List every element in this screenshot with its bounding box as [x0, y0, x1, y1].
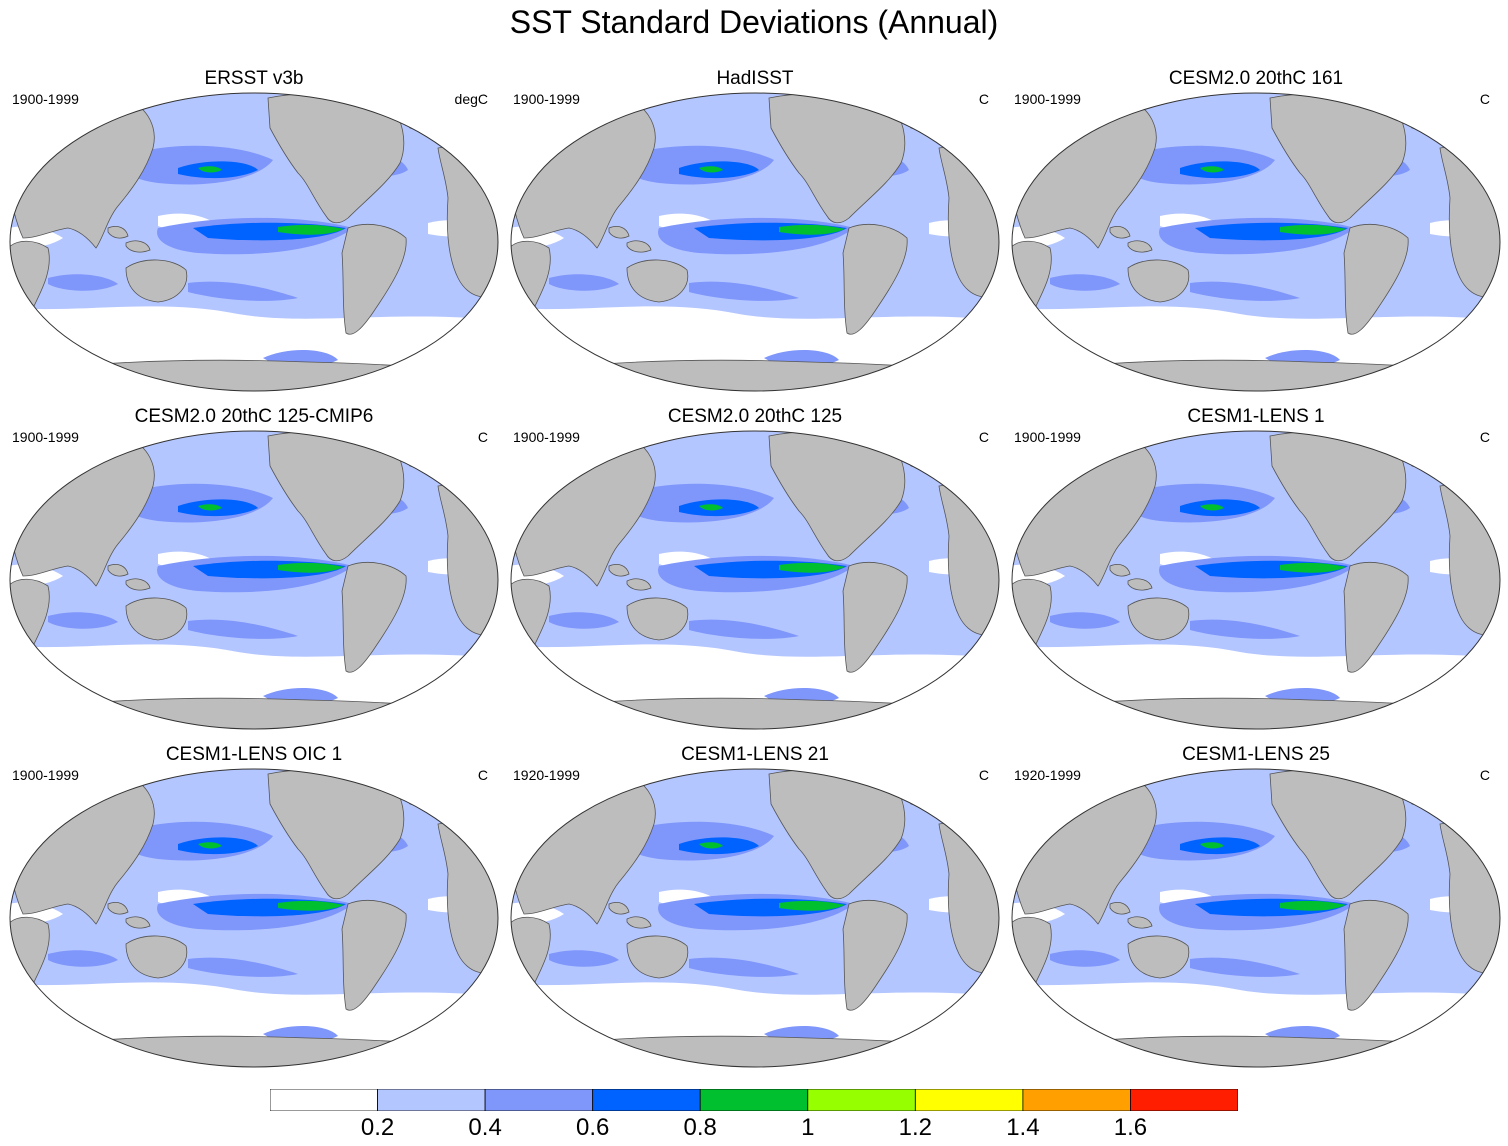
panel-title: CESM1-LENS 25 [1182, 744, 1330, 765]
sst-map [509, 88, 1001, 393]
map-panel: HadISST 1900-1999 C [509, 68, 1001, 393]
panel-unit: C [978, 767, 989, 783]
map-panel: CESM2.0 20thC 125 1900-1999 C [509, 406, 1001, 731]
panel-period: 1900-1999 [12, 91, 79, 107]
sst-map [8, 88, 500, 393]
colorbar-label: 0.6 [575, 1114, 610, 1141]
panel-period: 1900-1999 [513, 429, 580, 445]
sst-map [509, 426, 1001, 731]
panel-period: 1900-1999 [12, 429, 79, 445]
map-panel: CESM1-LENS 21 1920-1999 C [509, 744, 1001, 1069]
panel-title: ERSST v3b [204, 68, 304, 89]
panel-title: CESM1-LENS 21 [681, 744, 829, 765]
panel-period: 1900-1999 [513, 91, 580, 107]
colorbar-swatch [1022, 1089, 1131, 1111]
map-panel: CESM1-LENS OIC 1 1900-1999 C [8, 744, 500, 1069]
colorbar-label: 1 [801, 1114, 815, 1141]
colorbar-swatch [807, 1089, 916, 1111]
colorbar-label: 0.4 [468, 1114, 502, 1141]
colorbar-label: 1.6 [1113, 1114, 1148, 1141]
colorbar [270, 1089, 1238, 1111]
panel-title: CESM2.0 20thC 125 [667, 406, 843, 427]
colorbar-swatch [699, 1089, 809, 1111]
panel-unit: C [477, 429, 488, 445]
panel-period: 1920-1999 [513, 767, 580, 783]
colorbar-swatch [1130, 1089, 1238, 1111]
panel-title: CESM2.0 20thC 161 [1168, 68, 1344, 89]
map-panel: CESM2.0 20thC 161 1900-1999 C [1010, 68, 1502, 393]
figure-title: SST Standard Deviations (Annual) [509, 4, 999, 40]
panel-title: HadISST [716, 68, 794, 89]
panel-title: CESM1-LENS 1 [1187, 406, 1325, 427]
sst-map [509, 764, 1001, 1069]
panel-period: 1920-1999 [1014, 767, 1081, 783]
panel-unit: C [1479, 767, 1490, 783]
map-panel: ERSST v3b 1900-1999 degC [8, 68, 500, 393]
panel-unit: degC [454, 91, 488, 107]
sst-map [1010, 764, 1502, 1069]
colorbar-label: 1.2 [898, 1114, 933, 1141]
map-panel: CESM1-LENS 1 1900-1999 C [1010, 406, 1502, 731]
panel-unit: C [1479, 429, 1490, 445]
colorbar-swatch [914, 1089, 1024, 1111]
sst-map [1010, 426, 1502, 731]
colorbar-label: 0.8 [683, 1114, 717, 1141]
panel-period: 1900-1999 [1014, 91, 1081, 107]
panel-unit: C [1479, 91, 1490, 107]
panel-unit: C [978, 429, 989, 445]
map-panel: CESM1-LENS 25 1920-1999 C [1010, 744, 1502, 1069]
panel-period: 1900-1999 [1014, 429, 1081, 445]
colorbar-label: 1.4 [1006, 1114, 1040, 1141]
panel-period: 1900-1999 [12, 767, 79, 783]
colorbar-swatch [484, 1089, 594, 1111]
colorbar-swatch [377, 1089, 486, 1111]
colorbar-swatch [270, 1089, 378, 1111]
panel-unit: C [978, 91, 989, 107]
colorbar-swatch [592, 1089, 701, 1111]
sst-map [8, 764, 500, 1069]
panel-title: CESM1-LENS OIC 1 [165, 744, 343, 765]
panel-title: CESM2.0 20thC 125-CMIP6 [134, 406, 374, 427]
colorbar-label: 0.2 [360, 1114, 395, 1141]
panel-unit: C [477, 767, 488, 783]
sst-map [8, 426, 500, 731]
sst-map [1010, 88, 1502, 393]
map-panel: CESM2.0 20thC 125-CMIP6 1900-1999 C [8, 406, 500, 731]
